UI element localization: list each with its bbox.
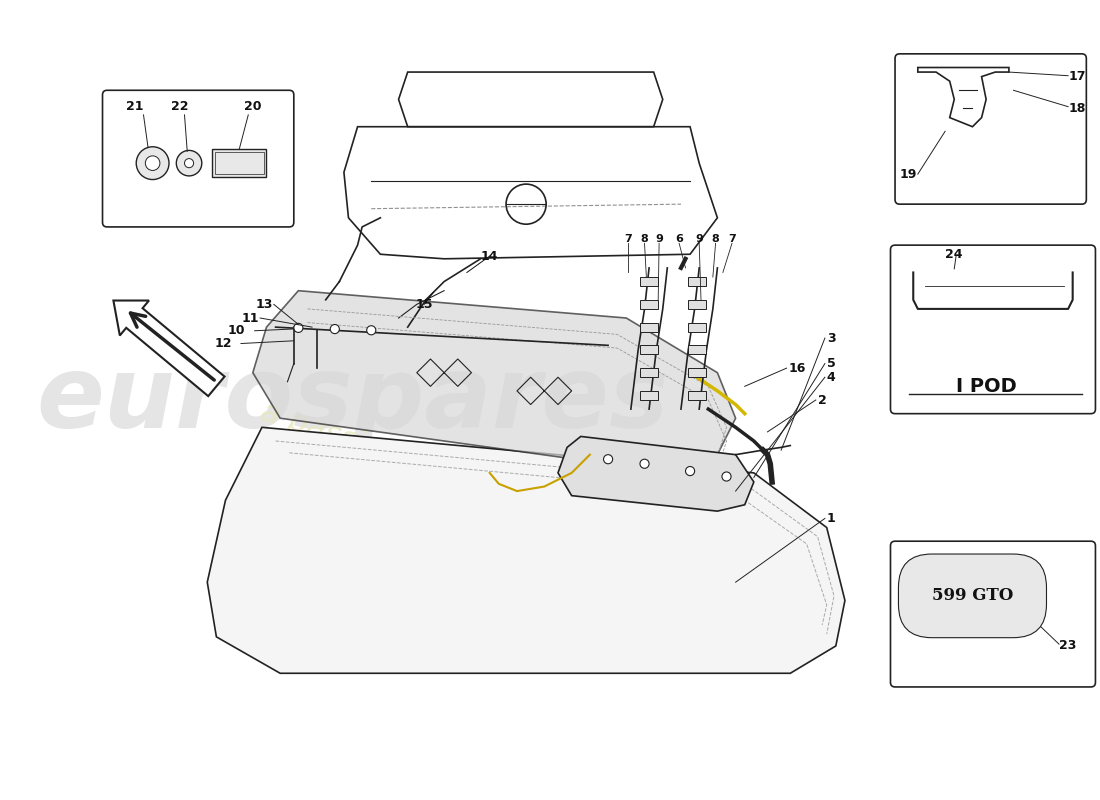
Text: 9: 9 <box>656 234 663 244</box>
Text: 7: 7 <box>625 234 632 244</box>
Text: 17: 17 <box>1068 70 1086 83</box>
Polygon shape <box>207 427 845 674</box>
Text: 7: 7 <box>728 234 736 244</box>
Bar <box>640 277 658 286</box>
Bar <box>640 346 658 354</box>
Circle shape <box>176 150 201 176</box>
Text: 22: 22 <box>172 100 189 114</box>
Bar <box>689 322 706 332</box>
Text: 8: 8 <box>640 234 648 244</box>
Text: I POD: I POD <box>956 377 1016 396</box>
Bar <box>640 300 658 309</box>
Text: 8: 8 <box>712 234 719 244</box>
Text: 12: 12 <box>214 337 232 350</box>
Polygon shape <box>253 290 736 464</box>
Text: 21: 21 <box>125 100 143 114</box>
Text: 19: 19 <box>900 167 917 181</box>
Bar <box>640 368 658 378</box>
Text: 24: 24 <box>945 248 962 261</box>
Text: 14: 14 <box>481 250 498 262</box>
Bar <box>689 300 706 309</box>
Text: 10: 10 <box>228 324 245 338</box>
Bar <box>640 391 658 400</box>
Bar <box>640 322 658 332</box>
Text: 4: 4 <box>827 370 836 384</box>
Text: 6: 6 <box>675 234 683 244</box>
Circle shape <box>366 326 376 335</box>
FancyBboxPatch shape <box>891 541 1096 687</box>
Bar <box>689 391 706 400</box>
Text: 5: 5 <box>827 357 836 370</box>
Text: 2: 2 <box>817 394 826 406</box>
Bar <box>212 150 266 177</box>
Text: 15: 15 <box>416 298 432 311</box>
FancyBboxPatch shape <box>102 90 294 227</box>
Text: 3: 3 <box>827 331 835 345</box>
Circle shape <box>330 325 340 334</box>
Circle shape <box>722 472 732 481</box>
Text: a passion for parts since 1985: a passion for parts since 1985 <box>257 397 704 567</box>
Bar <box>214 152 264 174</box>
Circle shape <box>185 158 194 168</box>
Bar <box>689 346 706 354</box>
Circle shape <box>294 323 302 333</box>
Circle shape <box>604 454 613 464</box>
Text: 23: 23 <box>1059 639 1077 653</box>
Circle shape <box>685 466 694 476</box>
Circle shape <box>136 146 169 179</box>
Text: 599 GTO: 599 GTO <box>932 587 1013 604</box>
Polygon shape <box>558 437 754 511</box>
Text: 18: 18 <box>1068 102 1086 115</box>
Text: 13: 13 <box>255 298 273 311</box>
Text: 1: 1 <box>827 512 836 525</box>
Text: 11: 11 <box>242 311 260 325</box>
Bar <box>689 277 706 286</box>
Text: 20: 20 <box>244 100 262 114</box>
Bar <box>689 368 706 378</box>
Circle shape <box>145 156 160 170</box>
FancyBboxPatch shape <box>895 54 1087 204</box>
Text: 9: 9 <box>695 234 703 244</box>
Text: eurospares: eurospares <box>36 351 669 449</box>
FancyBboxPatch shape <box>891 245 1096 414</box>
Text: 16: 16 <box>789 362 806 374</box>
Circle shape <box>640 459 649 468</box>
FancyArrow shape <box>113 301 224 396</box>
